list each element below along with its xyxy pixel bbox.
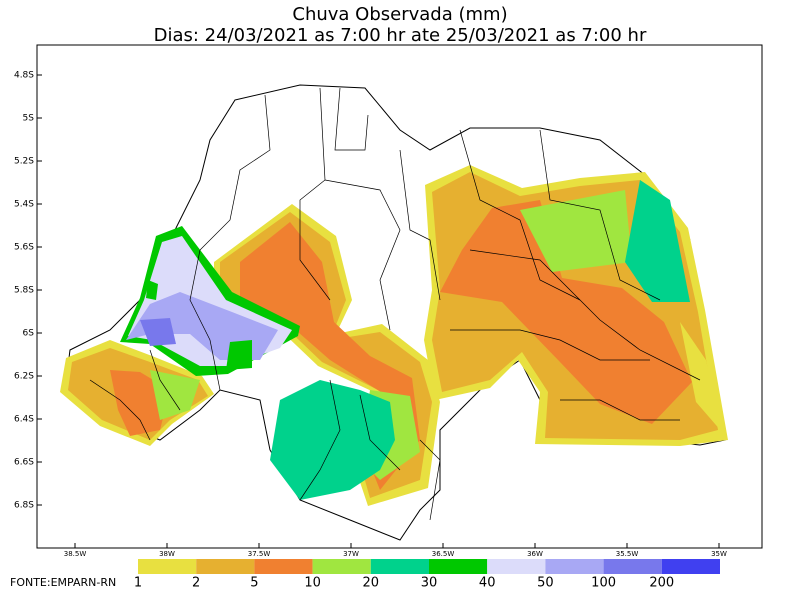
legend-swatch	[370, 559, 429, 574]
legend-swatch	[487, 559, 546, 574]
lon-label: 35W	[711, 550, 727, 558]
map-area	[36, 44, 763, 549]
lat-label: 6.8S	[14, 501, 34, 511]
rain-area	[140, 318, 176, 346]
legend: 1 2 5 10 20 30 40 50 100 200	[134, 559, 720, 591]
rain-area	[240, 222, 420, 490]
legend-swatch	[196, 559, 255, 574]
lon-label: 38W	[159, 550, 175, 558]
lon-label: 37W	[343, 550, 359, 558]
legend-label: 20	[363, 576, 380, 591]
subtitle: Dias: 24/03/2021 as 7:00 hr ate 25/03/20…	[154, 25, 647, 46]
legend-label: 40	[479, 576, 496, 591]
lat-label: 6S	[23, 329, 35, 339]
lon-label: 37.5W	[248, 550, 271, 558]
lat-label: 5.8S	[14, 286, 34, 296]
legend-label: 30	[421, 576, 438, 591]
legend-swatch	[545, 559, 604, 574]
rain-area	[270, 380, 395, 500]
legend-label: 5	[250, 576, 258, 591]
rain-area	[226, 340, 252, 370]
lat-label: 5.6S	[14, 243, 34, 253]
legend-label: 200	[649, 576, 674, 591]
rain-area	[625, 180, 690, 302]
legend-swatch	[138, 559, 197, 574]
source: FONTE:EMPARN-RN	[10, 576, 116, 589]
rain-area	[440, 200, 692, 424]
lon-labels: 38.5W 38W 37.5W 37W 36.5W 36W 35.5W 35W	[64, 543, 727, 558]
lon-label: 38.5W	[64, 550, 87, 558]
legend-swatch	[661, 559, 720, 574]
rain-area	[146, 280, 158, 300]
lon-label: 35.5W	[616, 550, 639, 558]
lat-label: 5S	[23, 114, 35, 124]
lat-label: 6.4S	[14, 415, 34, 425]
rain-area	[150, 370, 200, 420]
lon-label: 36W	[527, 550, 543, 558]
legend-swatch	[429, 559, 488, 574]
lat-labels: 4.8S 5S 5.2S 5.4S 5.6S 5.8S 6S 6.2S 6.4S 6.6S 6.8S	[14, 71, 42, 511]
rain-area	[520, 190, 632, 272]
legend-label: 10	[304, 576, 321, 591]
lat-label: 5.2S	[14, 157, 34, 167]
rain-area	[680, 322, 722, 432]
legend-label: 100	[591, 576, 616, 591]
legend-label: 1	[134, 576, 142, 591]
legend-swatch	[254, 559, 313, 574]
lat-label: 6.6S	[14, 458, 34, 468]
lat-label: 6.2S	[14, 372, 34, 382]
legend-swatch	[312, 559, 371, 574]
lon-label: 36.5W	[432, 550, 455, 558]
lat-label: 5.4S	[14, 200, 34, 210]
legend-swatch	[603, 559, 662, 574]
title: Chuva Observada (mm)	[292, 4, 507, 25]
legend-label: 2	[192, 576, 200, 591]
lat-label: 4.8S	[14, 71, 34, 81]
legend-label: 50	[537, 576, 554, 591]
municipal-boundaries	[89, 87, 701, 521]
